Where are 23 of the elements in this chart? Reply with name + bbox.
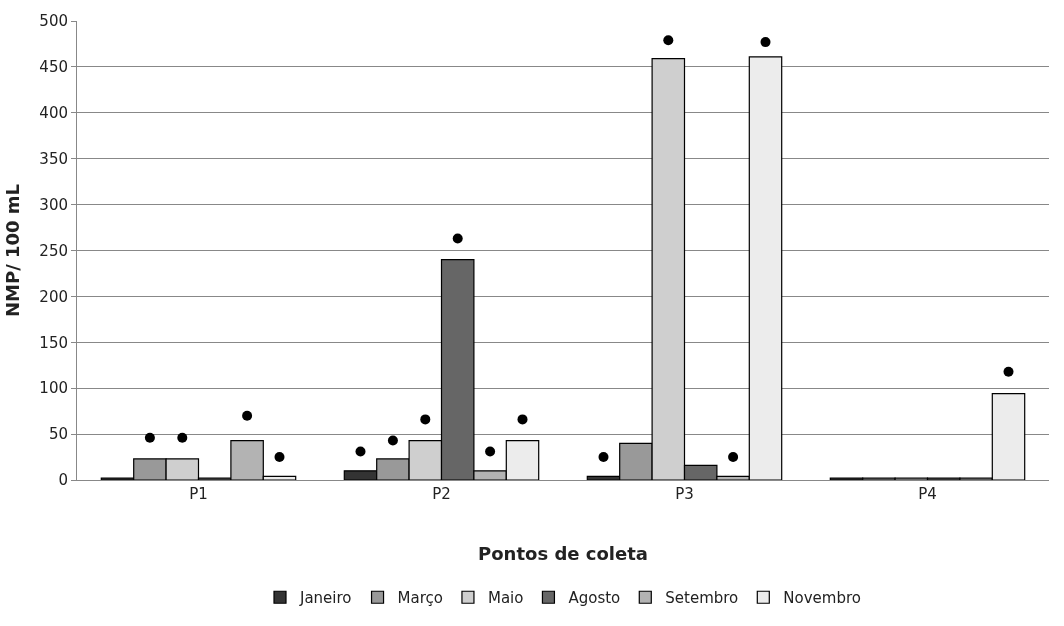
- y-tick-label: 250: [39, 241, 68, 260]
- y-tick-label: 50: [48, 425, 68, 444]
- y-tick-label: 450: [39, 58, 68, 77]
- legend-label: Setembro: [665, 589, 739, 608]
- x-tick-label: P4: [918, 485, 937, 503]
- y-tick-label: 200: [39, 287, 68, 306]
- y-tick-label: 300: [39, 195, 68, 214]
- legend-label: Agosto: [568, 589, 621, 608]
- x-tick-label: P3: [675, 485, 694, 503]
- x-tick-label: P1: [189, 485, 208, 503]
- x-tick-label: P2: [432, 485, 451, 503]
- legend-label: Março: [397, 589, 443, 608]
- legend-label: Novembro: [783, 589, 861, 608]
- y-tick-label: 350: [39, 149, 68, 168]
- y-tick-label: 100: [39, 379, 68, 398]
- y-tick-label: 400: [39, 104, 68, 123]
- legend-label: Maio: [487, 589, 524, 608]
- y-tick-label: 500: [39, 12, 68, 31]
- legend-label: Janeiro: [299, 589, 352, 608]
- x-axis-title: Pontos de coleta: [478, 543, 648, 565]
- y-axis-title: NMP/ 100 mL: [1, 183, 23, 318]
- y-tick-label: 0: [58, 471, 68, 490]
- y-tick-label: 150: [39, 333, 68, 352]
